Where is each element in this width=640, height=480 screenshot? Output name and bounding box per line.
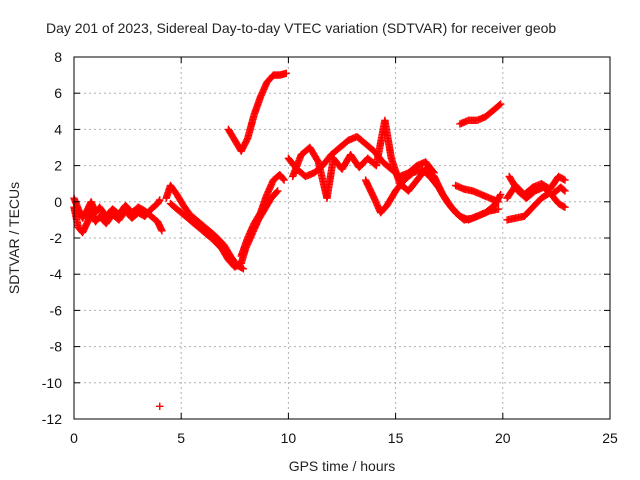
y-tick-label: 6: [54, 85, 62, 101]
x-tick-label: 10: [281, 430, 297, 446]
data-point: [273, 188, 281, 196]
y-tick-label: 8: [54, 49, 62, 65]
series-track-h: [288, 116, 504, 224]
x-tick-label: 0: [70, 430, 78, 446]
series-track-k: [456, 101, 504, 128]
data-point: [280, 176, 288, 184]
x-tick-label: 15: [388, 430, 404, 446]
x-tick-label: 25: [602, 430, 618, 446]
data-point: [156, 196, 164, 204]
y-tick-label: -4: [50, 266, 63, 282]
data-point: [158, 227, 166, 235]
data-point: [494, 205, 503, 213]
data-point: [496, 100, 505, 108]
series-track-j: [451, 181, 501, 205]
series-track-e: [237, 170, 287, 260]
series-track-b: [70, 194, 165, 234]
y-tick-label: -2: [50, 230, 63, 246]
data-point: [239, 265, 248, 273]
data-point: [155, 197, 163, 205]
y-tick-label: 0: [54, 194, 62, 210]
series-track-n: [505, 172, 568, 202]
data-point: [494, 198, 503, 206]
axes: 0 5 10 15 20 25 -12 -10 -8 -6 -4 -2 0 2 4 6 8: [42, 49, 618, 446]
data-point: [273, 187, 282, 195]
series-track-m: [503, 189, 568, 224]
data-point: [282, 69, 290, 77]
data-point: [561, 187, 569, 195]
y-axis-label: SDTVAR / TECUs: [6, 182, 22, 294]
chart-title: Day 201 of 2023, Sidereal Day-to-day VTE…: [46, 20, 556, 36]
grid: [74, 57, 610, 419]
data-point: [559, 175, 568, 184]
x-axis-label: GPS time / hours: [289, 458, 396, 474]
data-point: [156, 402, 164, 411]
data-point: [279, 175, 287, 183]
data-point: [559, 202, 568, 211]
data-point: [495, 101, 504, 109]
y-tick-label: -6: [50, 302, 63, 318]
series-track-f: [224, 69, 289, 155]
y-tick-label: 2: [54, 158, 62, 174]
x-tick-label: 20: [495, 430, 511, 446]
data-point: [561, 176, 569, 184]
data-point: [238, 264, 246, 272]
data-point: [560, 186, 568, 194]
y-tick-label: -12: [42, 411, 62, 427]
data-marks: [70, 69, 569, 411]
data-point: [561, 203, 569, 211]
data-point: [496, 190, 505, 199]
x-tick-label: 5: [177, 430, 185, 446]
series-track-c: [162, 181, 246, 272]
y-tick-label: 4: [54, 121, 62, 137]
series-track-d: [166, 188, 281, 271]
y-tick-label: -10: [42, 375, 62, 391]
y-tick-label: -8: [50, 339, 63, 355]
series-track-i: [361, 165, 501, 224]
